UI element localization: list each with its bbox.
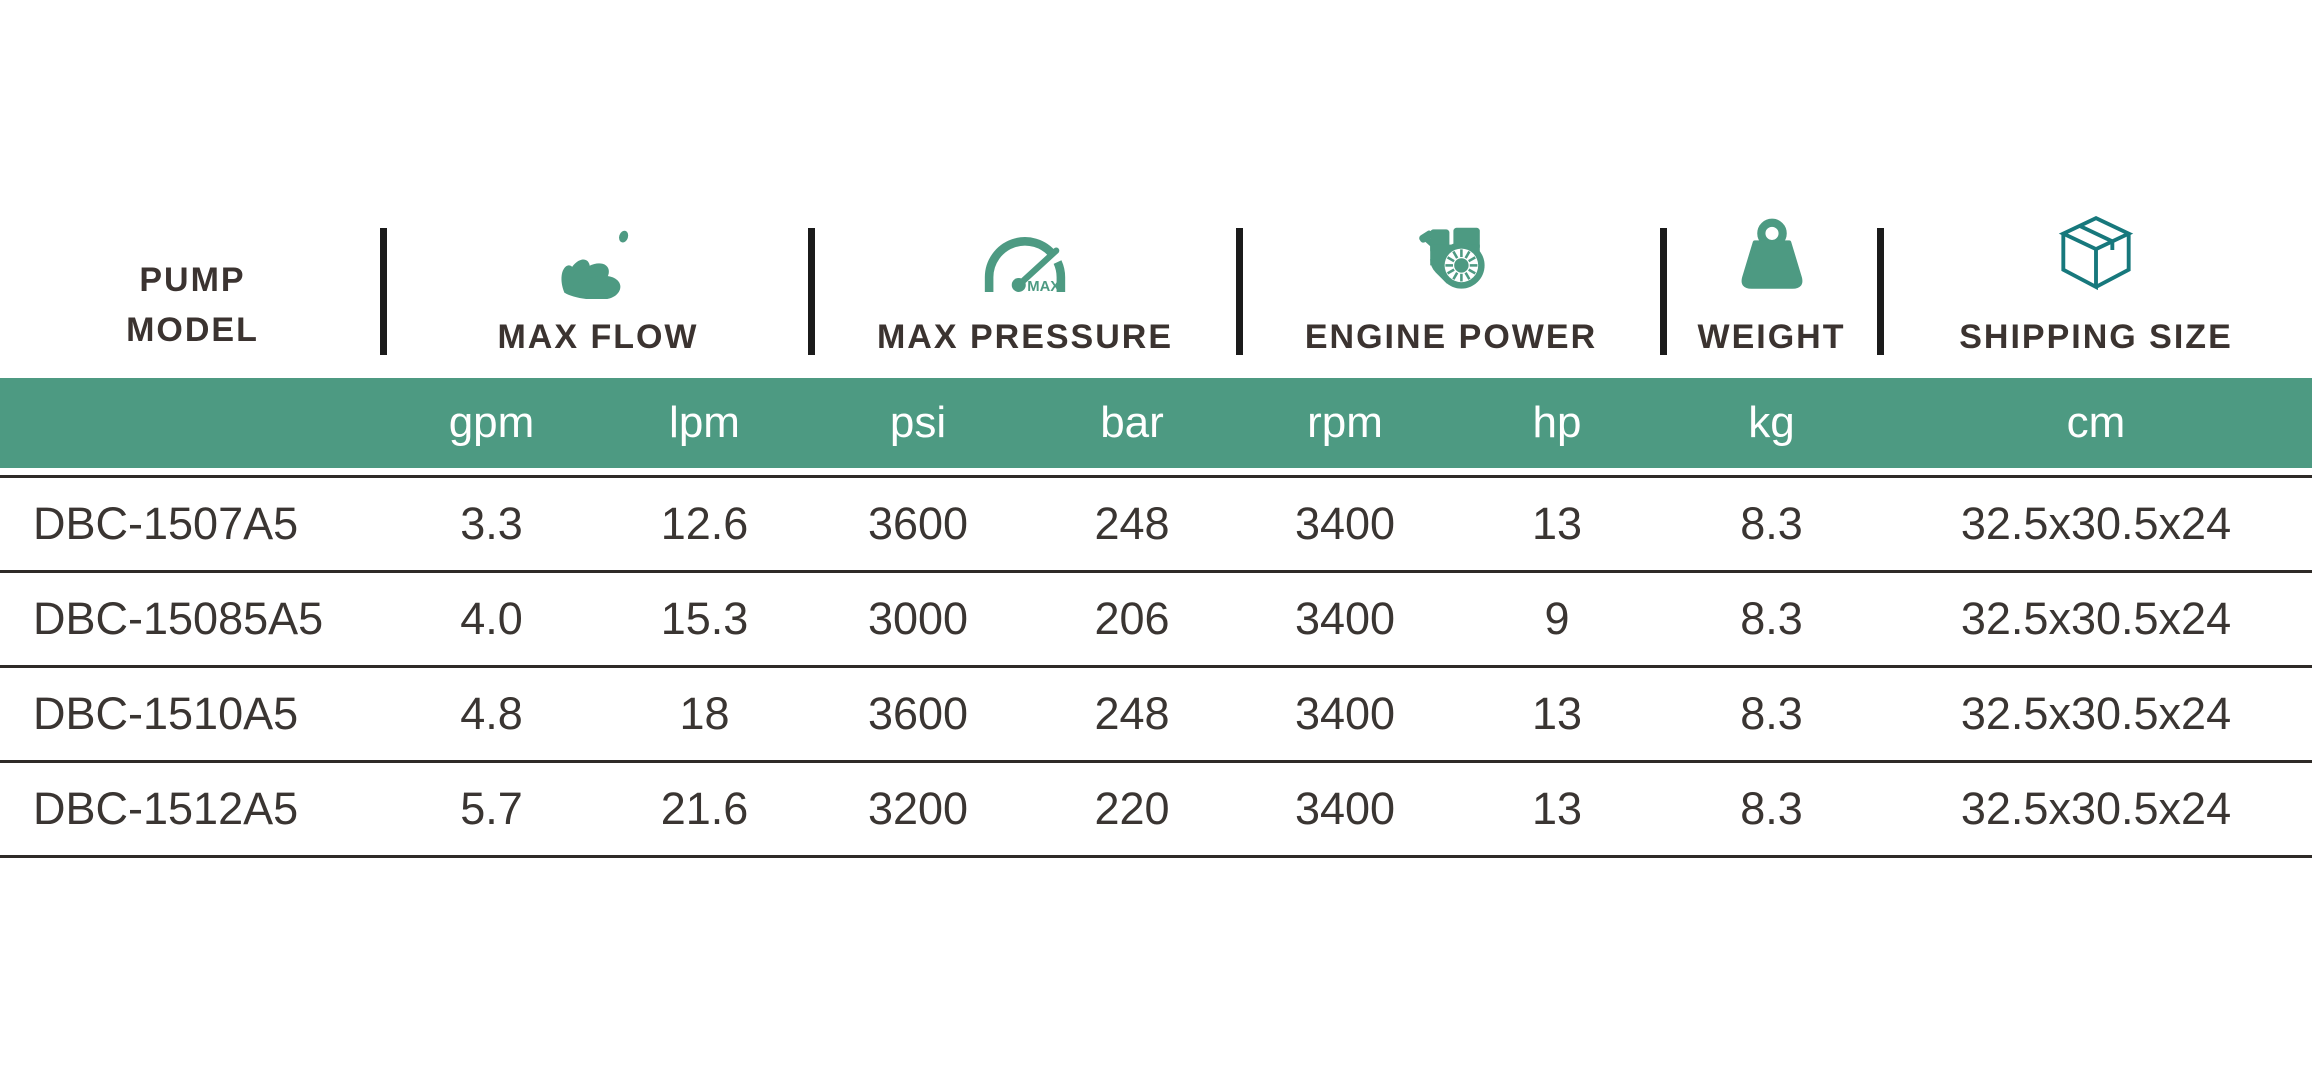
cell-gpm: 4.8	[460, 688, 523, 739]
cell-hp: 9	[1544, 593, 1570, 644]
column-header-pump-model: PUMP MODEL	[0, 140, 385, 378]
table-row: DBC-1510A5 4.8 18 3600 248 3400 13 8.3 3…	[0, 665, 2312, 760]
unit-lpm: lpm	[669, 398, 740, 447]
cell-gpm: 5.7	[460, 783, 523, 834]
cell-rpm: 3400	[1294, 498, 1396, 549]
header-divider	[1877, 228, 1884, 355]
cell-kg: 8.3	[1740, 498, 1803, 549]
cell-cm: 32.5x30.5x24	[1960, 593, 2232, 644]
cell-lpm: 21.6	[660, 783, 749, 834]
gauge-max-text: MAX	[1027, 279, 1060, 295]
unit-gpm: gpm	[448, 398, 535, 447]
pump-model-label-line2: MODEL	[126, 311, 259, 349]
cell-model: DBC-1512A5	[33, 783, 299, 834]
table-row: DBC-15085A5 4.0 15.3 3000 206 3400 9 8.3…	[0, 570, 2312, 665]
cell-lpm: 12.6	[660, 498, 749, 549]
cell-model: DBC-15085A5	[33, 593, 324, 644]
pressure-gauge-icon: MAX	[969, 213, 1081, 299]
max-flow-label: MAX FLOW	[497, 318, 699, 356]
unit-bar: bar	[1100, 398, 1164, 447]
band-gap	[0, 468, 2312, 475]
cell-bar: 206	[1094, 593, 1170, 644]
cell-model: DBC-1507A5	[33, 498, 299, 549]
shipping-size-label: SHIPPING SIZE	[1959, 318, 2233, 356]
cell-psi: 3000	[867, 593, 969, 644]
header-divider	[1236, 228, 1243, 355]
cell-gpm: 3.3	[460, 498, 523, 549]
cell-model: DBC-1510A5	[33, 688, 299, 739]
cell-kg: 8.3	[1740, 783, 1803, 834]
cell-kg: 8.3	[1740, 688, 1803, 739]
column-header-max-pressure: MAX MAX PRESSURE	[811, 140, 1239, 378]
engine-power-label: ENGINE POWER	[1304, 318, 1598, 356]
table-header: PUMP MODEL MAX FLOW	[0, 140, 2312, 378]
cell-rpm: 3400	[1294, 783, 1396, 834]
cell-cm: 32.5x30.5x24	[1960, 783, 2232, 834]
water-splash-icon	[548, 213, 648, 299]
max-pressure-label: MAX PRESSURE	[876, 318, 1174, 356]
shipping-box-icon	[2049, 213, 2143, 299]
header-divider	[380, 228, 387, 355]
cell-rpm: 3400	[1294, 688, 1396, 739]
cell-gpm: 4.0	[460, 593, 523, 644]
cell-kg: 8.3	[1740, 593, 1803, 644]
cell-psi: 3200	[867, 783, 969, 834]
cell-bar: 248	[1094, 688, 1170, 739]
cell-psi: 3600	[867, 498, 969, 549]
column-header-weight: WEIGHT	[1663, 140, 1880, 378]
cell-psi: 3600	[867, 688, 969, 739]
unit-header-band: gpm lpm psi bar rpm hp kg cm	[0, 378, 2312, 468]
weight-icon	[1729, 213, 1815, 299]
unit-hp: hp	[1532, 398, 1582, 447]
pump-model-label-line1: PUMP	[139, 261, 246, 299]
cell-lpm: 15.3	[660, 593, 749, 644]
column-header-max-flow: MAX FLOW	[385, 140, 811, 378]
cell-hp: 13	[1531, 688, 1583, 739]
column-header-engine-power: ENGINE POWER	[1239, 140, 1663, 378]
unit-cm: cm	[2066, 398, 2126, 447]
cell-cm: 32.5x30.5x24	[1960, 688, 2232, 739]
engine-icon	[1408, 213, 1494, 299]
cell-cm: 32.5x30.5x24	[1960, 498, 2232, 549]
cell-rpm: 3400	[1294, 593, 1396, 644]
cell-bar: 220	[1094, 783, 1170, 834]
weight-label: WEIGHT	[1697, 318, 1846, 356]
table-row: DBC-1512A5 5.7 21.6 3200 220 3400 13 8.3…	[0, 760, 2312, 858]
header-divider	[808, 228, 815, 355]
cell-hp: 13	[1531, 783, 1583, 834]
cell-bar: 248	[1094, 498, 1170, 549]
table-row: DBC-1507A5 3.3 12.6 3600 248 3400 13 8.3…	[0, 475, 2312, 570]
unit-rpm: rpm	[1307, 398, 1383, 447]
column-header-shipping-size: SHIPPING SIZE	[1880, 140, 2312, 378]
cell-lpm: 18	[679, 688, 730, 739]
table-body: DBC-1507A5 3.3 12.6 3600 248 3400 13 8.3…	[0, 475, 2312, 858]
cell-hp: 13	[1531, 498, 1583, 549]
unit-psi: psi	[889, 398, 947, 447]
unit-kg: kg	[1748, 398, 1795, 447]
header-divider	[1660, 228, 1667, 355]
